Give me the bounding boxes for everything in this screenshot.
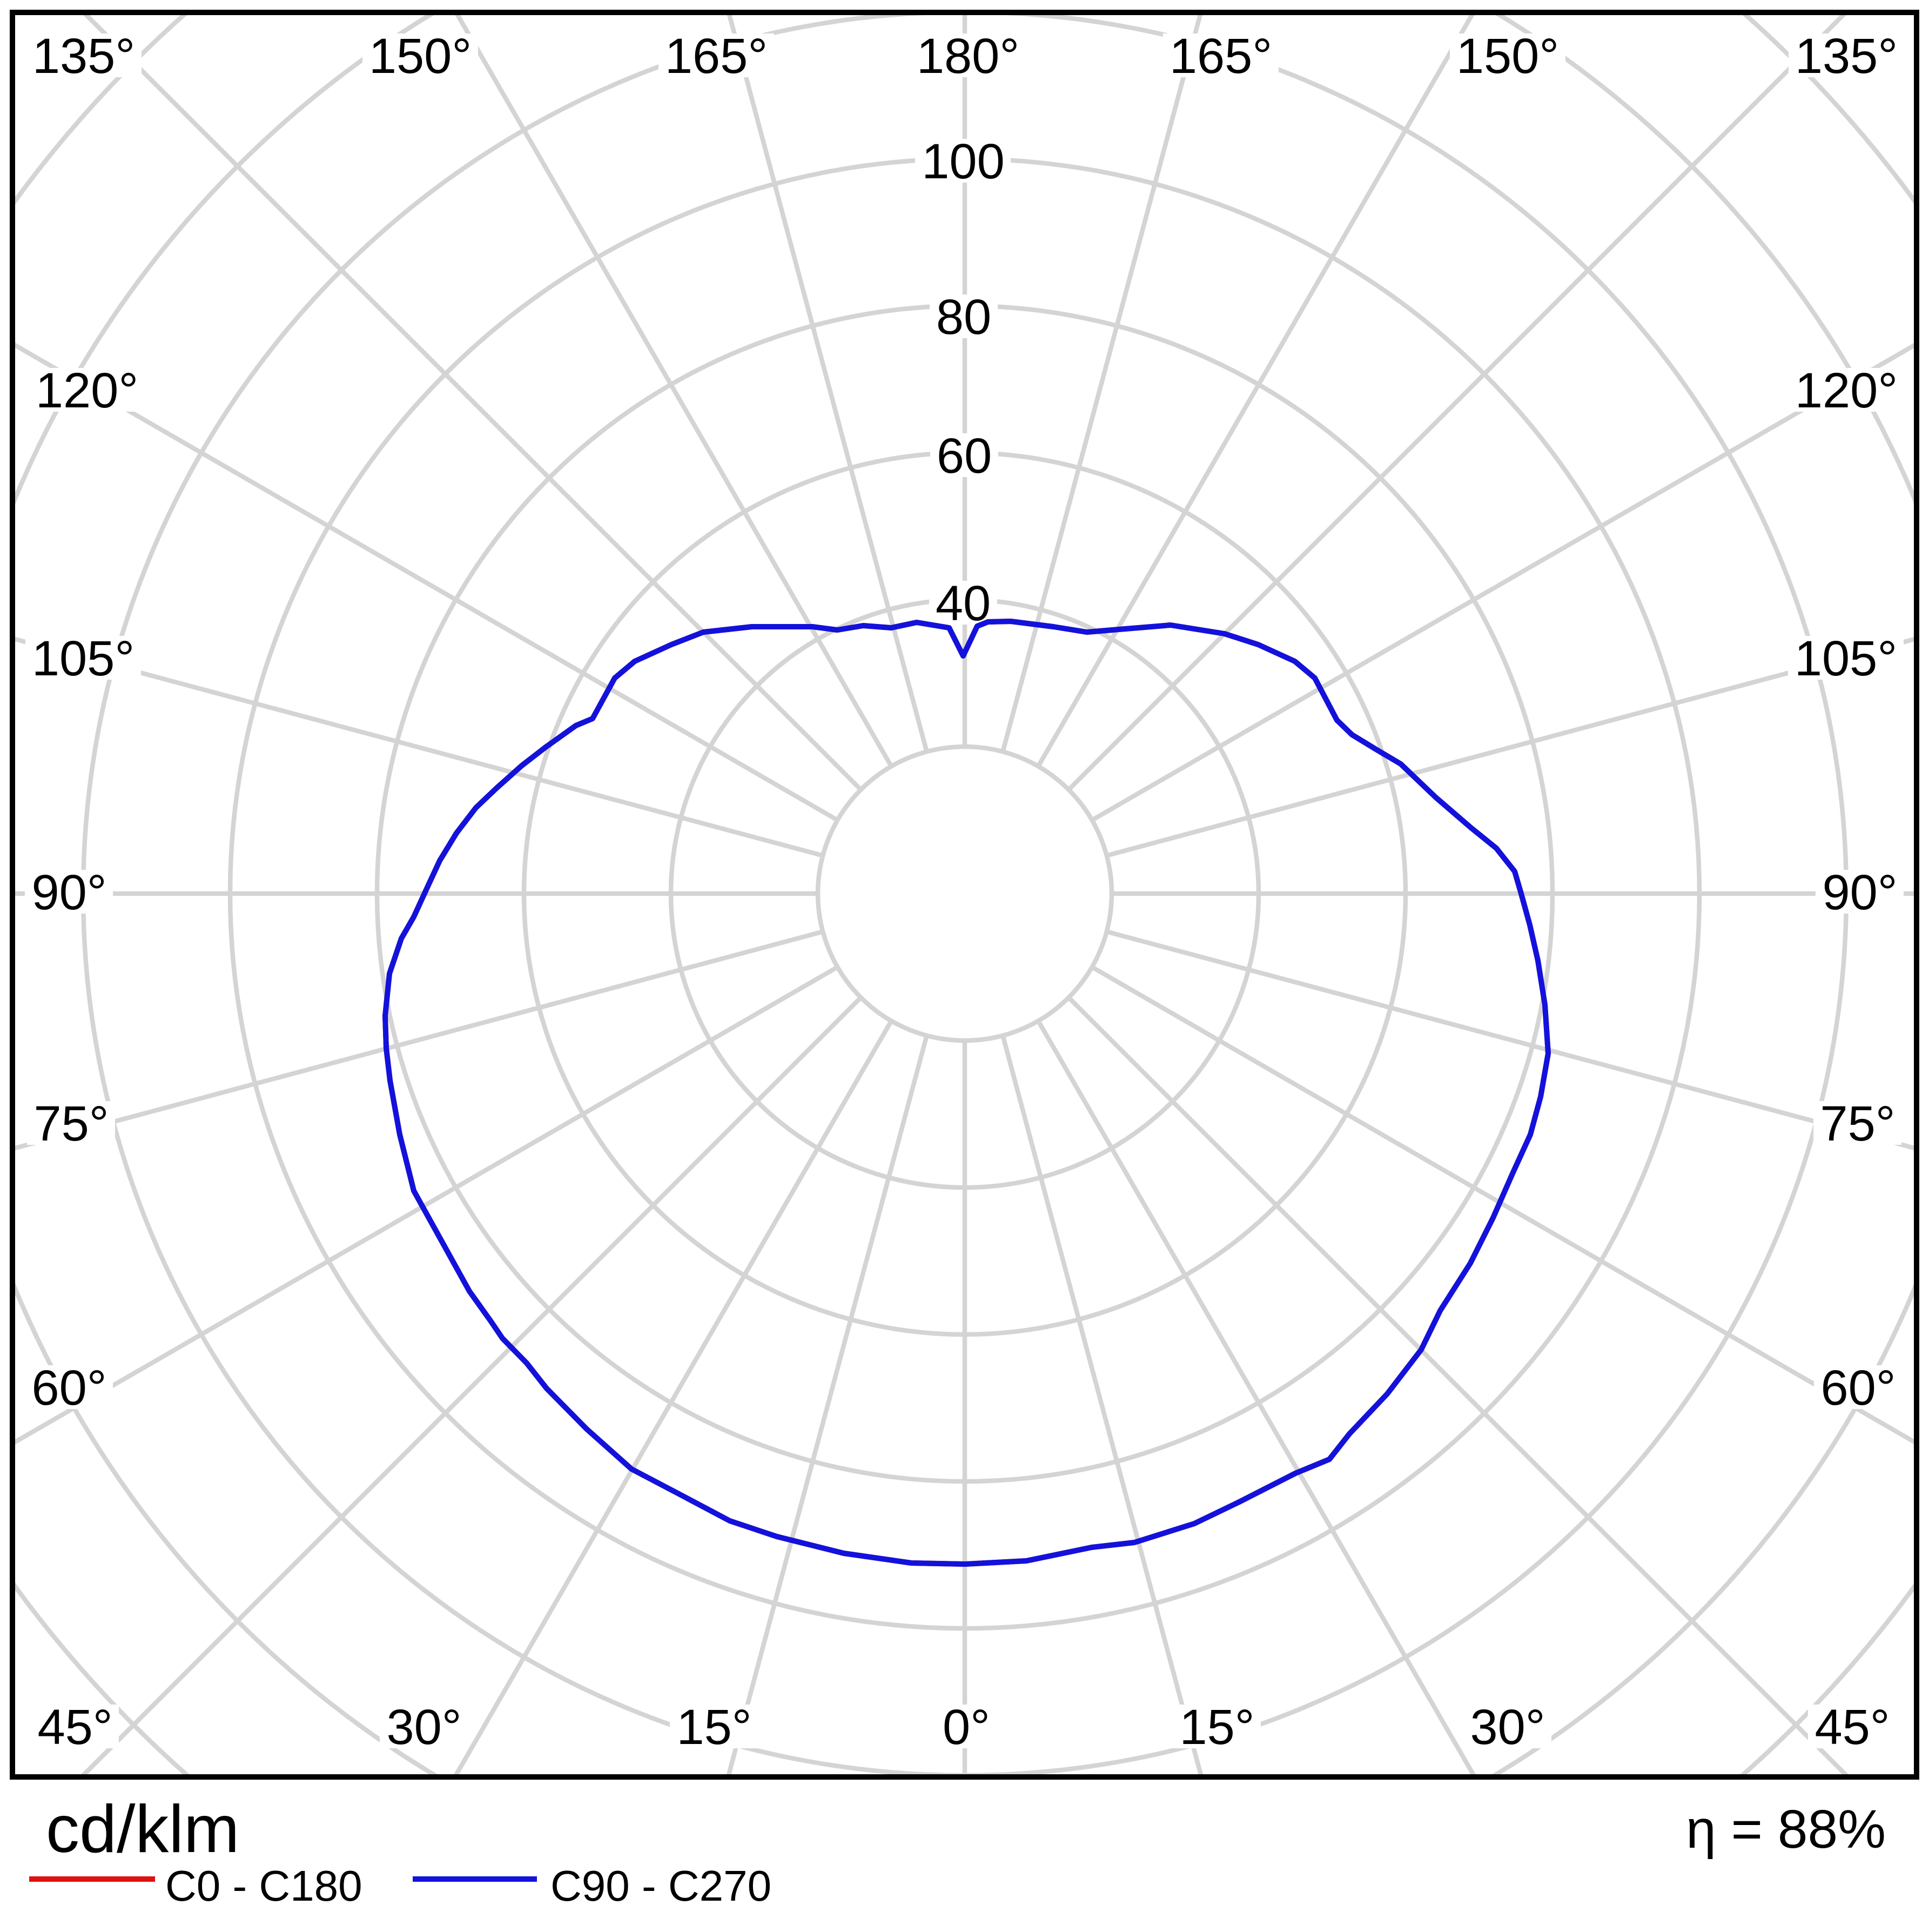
svg-text:80: 80 <box>936 290 991 345</box>
svg-text:60°: 60° <box>1820 1360 1896 1416</box>
svg-text:180°: 180° <box>917 29 1019 84</box>
svg-text:135°: 135° <box>1795 29 1898 84</box>
svg-text:0°: 0° <box>943 1700 990 1755</box>
svg-text:C0 - C180: C0 - C180 <box>165 1862 362 1910</box>
svg-text:90°: 90° <box>31 865 106 920</box>
svg-text:75°: 75° <box>33 1096 109 1151</box>
svg-text:165°: 165° <box>665 29 768 84</box>
svg-text:60: 60 <box>937 428 992 484</box>
svg-text:120°: 120° <box>36 363 138 418</box>
svg-text:150°: 150° <box>1456 29 1559 84</box>
svg-text:cd/klm: cd/klm <box>46 1792 239 1867</box>
svg-text:60°: 60° <box>31 1360 106 1416</box>
svg-text:120°: 120° <box>1795 363 1898 418</box>
svg-text:135°: 135° <box>32 29 135 84</box>
svg-text:105°: 105° <box>1794 631 1897 686</box>
svg-text:150°: 150° <box>369 29 472 84</box>
svg-text:75°: 75° <box>1820 1096 1895 1151</box>
svg-text:165°: 165° <box>1170 29 1272 84</box>
svg-text:90°: 90° <box>1822 865 1897 920</box>
svg-text:100: 100 <box>922 134 1005 189</box>
svg-text:15°: 15° <box>676 1700 751 1755</box>
svg-text:45°: 45° <box>1814 1700 1890 1755</box>
svg-text:40: 40 <box>936 576 991 631</box>
svg-text:30°: 30° <box>1470 1700 1545 1755</box>
svg-text:105°: 105° <box>32 631 135 686</box>
svg-text:45°: 45° <box>37 1700 112 1755</box>
svg-text:30°: 30° <box>386 1700 461 1755</box>
svg-text:15°: 15° <box>1179 1700 1254 1755</box>
svg-text:η = 88%: η = 88% <box>1686 1799 1886 1860</box>
svg-text:C90 - C270: C90 - C270 <box>550 1862 771 1910</box>
